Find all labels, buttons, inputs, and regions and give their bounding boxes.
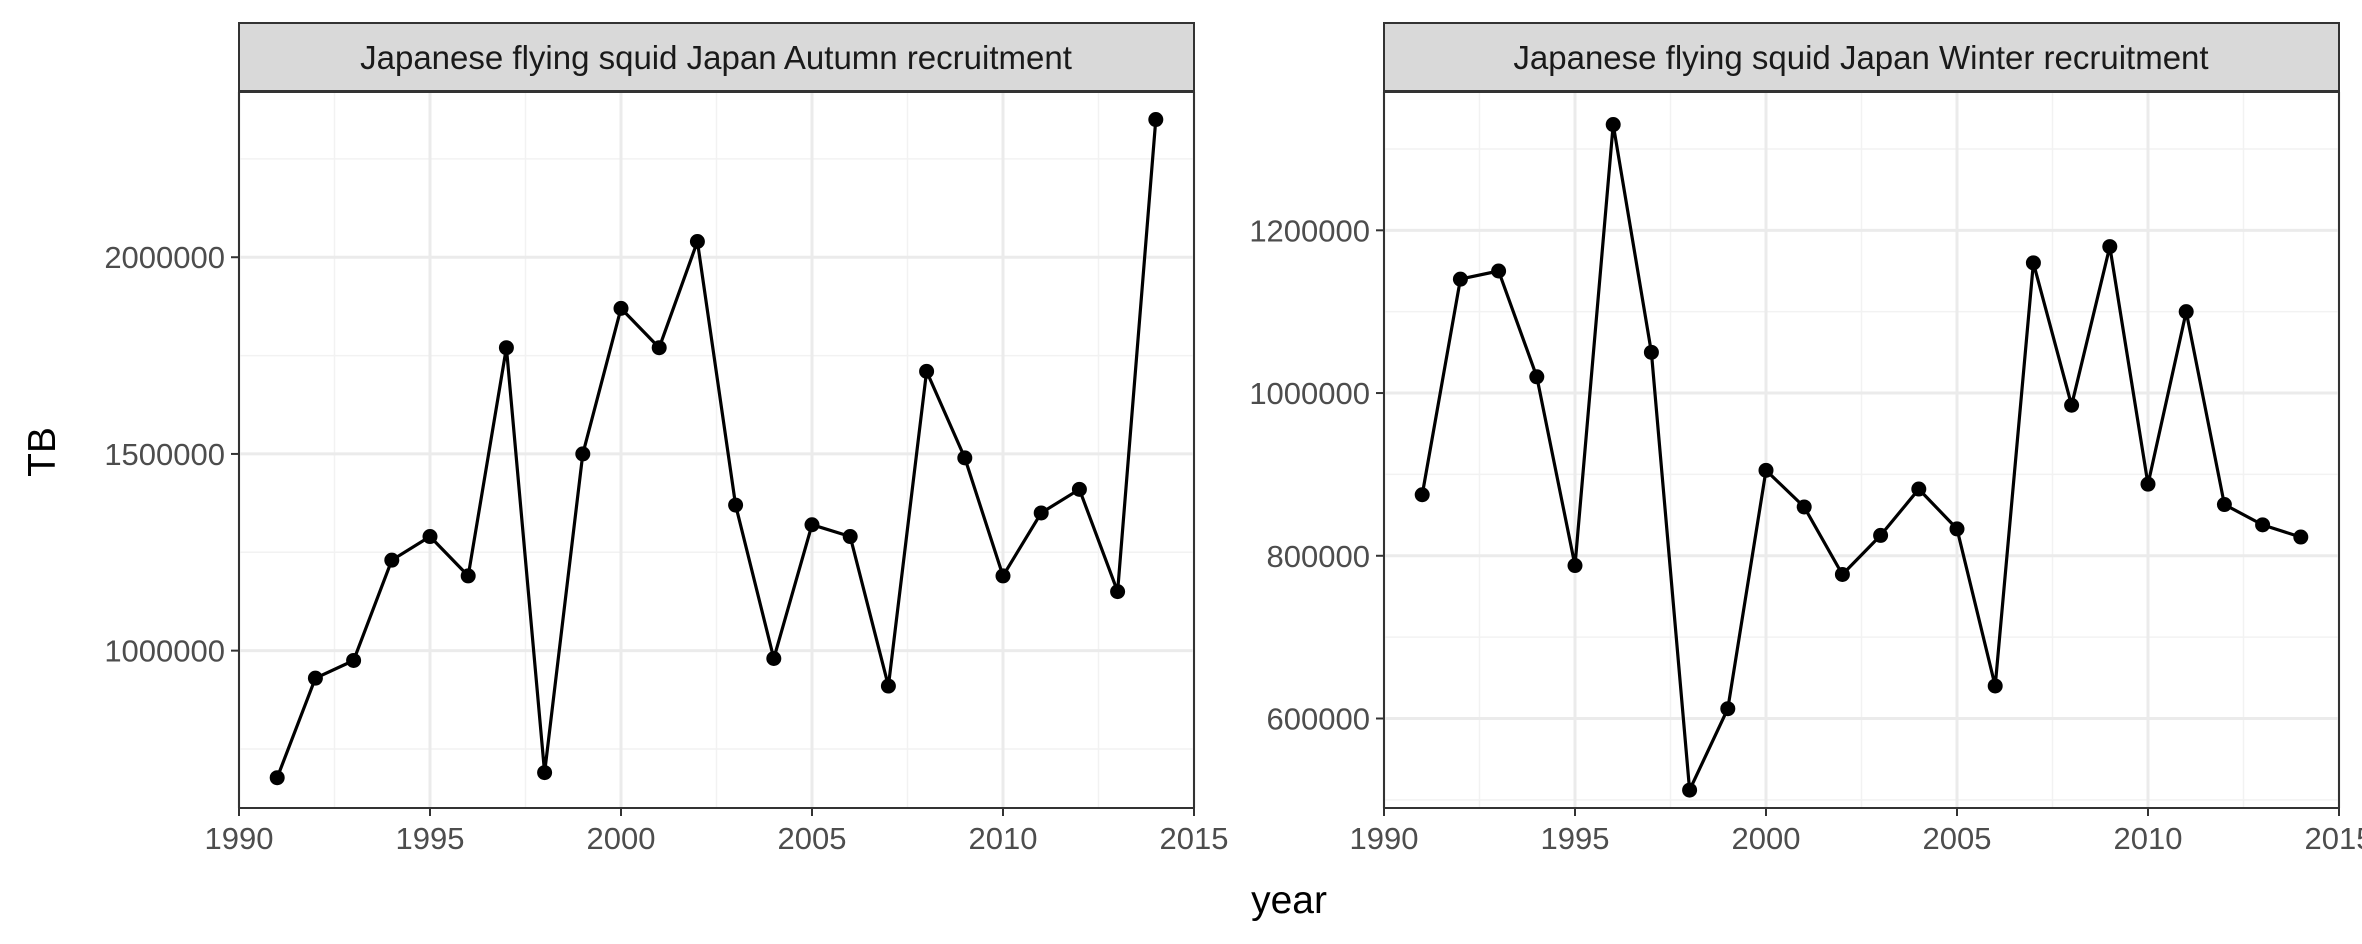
- y-tick-label: 1000000: [104, 634, 225, 669]
- y-tick-label: 1500000: [104, 437, 225, 472]
- x-axis: 1990 1995 2000 2005 2010 2015: [205, 808, 1229, 856]
- data-point: [1033, 505, 1049, 521]
- panel-title: Japanese flying squid Japan Winter recru…: [1513, 39, 2208, 76]
- x-tick-label: 1995: [396, 821, 465, 856]
- data-point: [269, 770, 285, 786]
- panel-border: [238, 91, 1195, 809]
- data-point: [1911, 481, 1927, 497]
- minor-gridlines: [239, 92, 1194, 808]
- data-point: [1491, 263, 1507, 279]
- x-tick-label: 1990: [1350, 821, 1419, 856]
- data-point: [1720, 701, 1736, 717]
- data-point: [1682, 782, 1698, 798]
- series-line: [1420, 122, 2302, 792]
- panel-autumn-recruitment: Japanese flying squid Japan Autumn recru…: [104, 22, 1229, 856]
- data-point: [2140, 476, 2156, 492]
- data-point: [575, 446, 591, 462]
- data-point: [1071, 481, 1087, 497]
- data-point: [804, 517, 820, 533]
- data-point: [2025, 255, 2041, 271]
- data-point: [498, 340, 514, 356]
- data-point: [1567, 558, 1583, 574]
- data-point: [728, 497, 744, 513]
- data-point: [1529, 369, 1545, 385]
- y-axis: 1000000 1500000 2000000: [104, 240, 239, 669]
- x-tick-label: 2005: [778, 821, 847, 856]
- y-tick-label: 800000: [1267, 539, 1370, 574]
- x-axis-title: year: [1251, 879, 1327, 922]
- y-tick-label: 2000000: [104, 240, 225, 275]
- data-point: [1987, 678, 2003, 694]
- data-point: [880, 678, 896, 694]
- data-point: [919, 363, 935, 379]
- data-point: [1834, 566, 1850, 582]
- data-point: [689, 233, 705, 249]
- panel-winter-recruitment: Japanese flying squid Japan Winter recru…: [1249, 22, 2362, 856]
- data-point: [1949, 521, 1965, 537]
- data-point: [537, 765, 553, 781]
- data-point: [1873, 527, 1889, 543]
- data-series: [269, 112, 1164, 786]
- x-tick-label: 1995: [1541, 821, 1610, 856]
- data-point: [346, 652, 362, 668]
- data-point: [613, 300, 629, 316]
- x-tick-label: 2010: [969, 821, 1038, 856]
- x-axis: 1990 1995 2000 2005 2010 2015: [1350, 808, 2362, 856]
- data-point: [1643, 344, 1659, 360]
- data-point: [995, 568, 1011, 584]
- data-series: [1414, 117, 2309, 798]
- y-axis: 600000 800000 1000000 1200000: [1249, 213, 1384, 737]
- data-point: [2293, 529, 2309, 545]
- data-point: [1758, 462, 1774, 478]
- x-tick-label: 2000: [1732, 821, 1801, 856]
- x-tick-label: 1990: [205, 821, 274, 856]
- data-point: [307, 670, 323, 686]
- data-point: [1605, 117, 1621, 133]
- data-point: [422, 529, 438, 545]
- data-point: [2216, 497, 2232, 513]
- data-point: [1414, 487, 1430, 503]
- data-point: [460, 568, 476, 584]
- x-tick-label: 2015: [1160, 821, 1229, 856]
- data-point: [1796, 499, 1812, 515]
- y-axis-title: TB: [21, 427, 64, 477]
- data-point: [1452, 271, 1468, 287]
- data-point: [766, 651, 782, 667]
- strip-background: [1383, 22, 2340, 92]
- data-point: [384, 552, 400, 568]
- data-point: [2255, 517, 2271, 533]
- strip-background: [238, 22, 1195, 92]
- data-point: [2064, 397, 2080, 413]
- x-tick-label: 2000: [587, 821, 656, 856]
- y-tick-label: 1000000: [1249, 376, 1370, 411]
- data-point: [651, 340, 667, 356]
- y-tick-label: 1200000: [1249, 213, 1370, 248]
- minor-gridlines: [1384, 92, 2339, 808]
- x-tick-label: 2010: [2114, 821, 2183, 856]
- x-tick-label: 2005: [1923, 821, 1992, 856]
- panel-border: [1383, 91, 2340, 809]
- data-point: [1148, 112, 1164, 128]
- x-tick-label: 2015: [2305, 821, 2362, 856]
- panel-title: Japanese flying squid Japan Autumn recru…: [360, 39, 1072, 76]
- y-tick-label: 600000: [1267, 702, 1370, 737]
- data-point: [1110, 584, 1126, 600]
- data-point: [957, 450, 973, 466]
- data-point: [2178, 304, 2194, 320]
- data-point: [842, 529, 858, 545]
- data-point: [2102, 239, 2118, 255]
